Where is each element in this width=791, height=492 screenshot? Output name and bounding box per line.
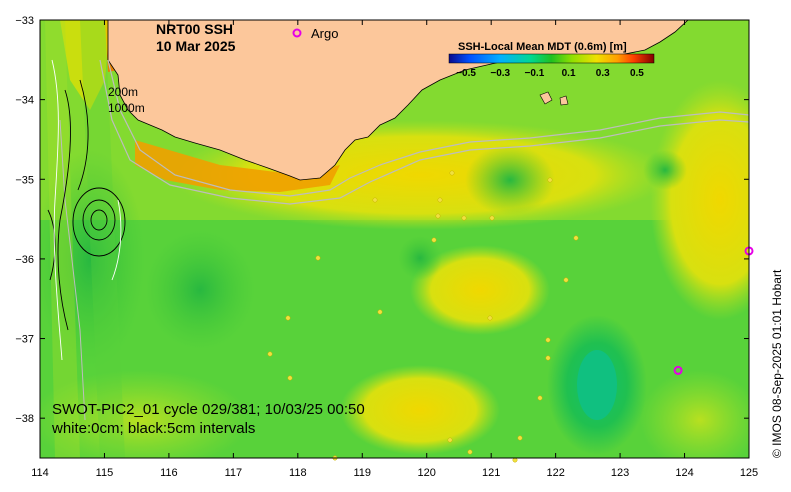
yellow-zone-mid <box>410 245 550 335</box>
y-tick-label: −35 <box>15 174 34 186</box>
map-title-line2: 10 Mar 2025 <box>156 38 236 54</box>
orange-coastal-high <box>135 140 340 192</box>
argo-legend-icon <box>292 28 302 38</box>
observation-dot <box>487 315 493 321</box>
green-low-central <box>145 230 255 350</box>
isobath-label-1000m: 1000m <box>108 101 145 115</box>
colorbar-title: SSH-Local Mean MDT (0.6m) [m] <box>458 41 627 53</box>
observation-dot <box>547 177 553 183</box>
colorbar-tick-label: 0.5 <box>630 68 644 79</box>
swot-info-line2: white:0cm; black:5cm intervals <box>51 420 255 437</box>
x-tick-label: 124 <box>675 467 693 479</box>
observation-dot <box>467 449 473 455</box>
map-plot-area <box>40 20 749 458</box>
observation-dot <box>563 277 569 283</box>
x-tick-label: 122 <box>546 467 564 479</box>
y-tick-label: −36 <box>15 254 34 266</box>
swot-swath-left <box>45 20 80 458</box>
observation-dot <box>489 215 495 221</box>
observation-dot <box>435 213 441 219</box>
x-tick-label: 119 <box>353 467 371 479</box>
yellow-zone-south <box>340 365 500 455</box>
swot-eddy-contours <box>47 79 126 331</box>
observation-dot <box>372 197 378 203</box>
green-low-northeast <box>465 145 555 215</box>
observation-dot <box>287 375 293 381</box>
colorbar-gradient <box>448 53 655 64</box>
observation-dot <box>545 355 551 361</box>
credit-label: © IMOS 08-Sep-2025 01:01 Hobart <box>770 269 784 458</box>
yellow-zone-east <box>650 80 749 320</box>
yellow-shelf-west <box>60 20 110 110</box>
y-tick-label: −37 <box>15 334 34 346</box>
observation-dot <box>377 309 383 315</box>
x-tick-label: 117 <box>225 467 243 479</box>
colorbar-tick-label: −0.3 <box>490 68 510 79</box>
colorbar-tick-label: −0.5 <box>456 68 476 79</box>
x-tick-label: 118 <box>289 467 307 479</box>
argo-legend-label: Argo <box>311 26 338 41</box>
observation-dot <box>537 395 543 401</box>
y-tick-label: −33 <box>15 15 34 27</box>
y-axis: −33 −34 −35 −36 −37 −38 <box>15 15 749 425</box>
isobath-label-200m: 200m <box>108 85 138 99</box>
observation-dot <box>545 337 551 343</box>
observation-dot <box>431 237 437 243</box>
colorbar-tick-label: 0.3 <box>596 68 610 79</box>
teal-low-core <box>577 350 617 420</box>
colorbar-ticks: −0.5 −0.3 −0.1 0.1 0.3 0.5 <box>456 68 644 79</box>
observation-dot <box>449 170 455 176</box>
observation-dots <box>267 170 579 463</box>
x-tick-label: 121 <box>482 467 500 479</box>
observation-dot <box>285 315 291 321</box>
isobath-200m <box>107 59 749 197</box>
x-tick-label: 125 <box>740 467 758 479</box>
x-axis: 114 115 116 117 118 119 120 121 122 123 124 125 <box>31 20 758 479</box>
colorbar-tick-label: −0.1 <box>525 68 545 79</box>
x-tick-label: 120 <box>418 467 436 479</box>
observation-dot <box>517 435 523 441</box>
observation-dot <box>447 437 453 443</box>
observation-dot <box>461 215 467 221</box>
plot-frame <box>39 19 750 459</box>
isobath-west-contour <box>59 119 86 421</box>
observation-dot <box>573 235 579 241</box>
swot-info-line1: SWOT-PIC2_01 cycle 029/381; 10/03/25 00:… <box>52 401 365 418</box>
argo-float-marker <box>673 365 683 375</box>
colorbar-tick-label: 0.1 <box>562 68 576 79</box>
swot-zero-contours <box>51 59 122 361</box>
swot-swath-right <box>80 20 125 458</box>
green-low-small <box>398 236 442 280</box>
observation-dot <box>437 197 443 203</box>
x-tick-label: 116 <box>160 467 178 479</box>
x-tick-label: 114 <box>31 467 49 479</box>
coastal-islands <box>539 91 569 106</box>
y-tick-label: −34 <box>15 95 34 107</box>
y-tick-label: −38 <box>15 413 34 425</box>
yellow-zone-south-east <box>640 370 749 458</box>
yellow-zone-south-west <box>40 370 250 458</box>
isobath-1000m <box>99 59 749 205</box>
observation-dot <box>315 255 321 261</box>
map-title-line1: NRT00 SSH <box>156 21 233 37</box>
x-tick-label: 123 <box>611 467 629 479</box>
observation-dot <box>267 351 273 357</box>
green-low-east <box>643 150 687 190</box>
x-tick-label: 115 <box>96 467 114 479</box>
